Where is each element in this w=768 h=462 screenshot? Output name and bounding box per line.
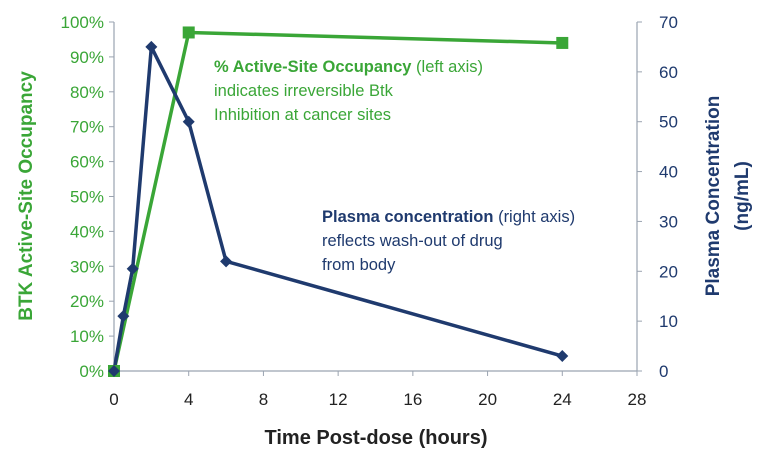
y-tick-label: 0% xyxy=(79,362,104,381)
plasma-point xyxy=(182,115,195,128)
y-tick-label: 60% xyxy=(70,153,104,172)
y-tick-label: 50% xyxy=(70,188,104,207)
plasma-annotation-line2: reflects wash-out of drug xyxy=(322,232,503,250)
occupancy-point xyxy=(182,26,195,39)
y-tick-label: 10% xyxy=(70,327,104,346)
y-tick-label: 30% xyxy=(70,257,104,276)
x-tick-label: 24 xyxy=(553,390,572,409)
occupancy-annotation-rest: (left axis) xyxy=(411,58,483,76)
plasma-annotation-line3: from body xyxy=(322,256,396,274)
y2-tick-label: 70 xyxy=(659,13,678,32)
x-tick-label: 8 xyxy=(259,390,268,409)
chart-markers xyxy=(108,26,569,377)
x-tick-label: 20 xyxy=(478,390,497,409)
plasma-point xyxy=(556,350,569,363)
plasma-annotation-bold: Plasma concentration xyxy=(322,208,494,226)
chart-ticks: 0% 10% 20% 30% 40% 50% 60% 70% 80% 90% 100% 0 10 20 30… xyxy=(61,13,678,409)
plasma-point xyxy=(117,310,130,323)
y2-tick-label: 0 xyxy=(659,362,668,381)
y2-tick-label: 40 xyxy=(659,163,678,182)
y-tick-label: 90% xyxy=(70,48,104,67)
y-tick-label: 70% xyxy=(70,118,104,137)
y2-axis-title-line2: (ng/mL) xyxy=(732,161,753,231)
x-tick-label: 0 xyxy=(109,390,118,409)
x-tick-label: 28 xyxy=(628,390,647,409)
occupancy-annotation-line3: Inhibition at cancer sites xyxy=(214,106,392,124)
y2-tick-label: 10 xyxy=(659,312,678,331)
y2-tick-label: 20 xyxy=(659,262,678,281)
plasma-point xyxy=(145,40,158,53)
plasma-point xyxy=(126,262,139,275)
y-axis-title: BTK Active-Site Occupancy xyxy=(16,71,37,321)
y2-tick-label: 50 xyxy=(659,113,678,132)
y2-tick-label: 60 xyxy=(659,63,678,82)
plasma-point xyxy=(220,255,233,268)
plasma-annotation: Plasma concentration (right axis) reflec… xyxy=(322,205,642,277)
y-tick-label: 100% xyxy=(61,13,104,32)
x-tick-label: 16 xyxy=(403,390,422,409)
y2-axis-title-line1: Plasma Concentration xyxy=(703,96,724,297)
x-tick-label: 12 xyxy=(329,390,348,409)
x-tick-label: 4 xyxy=(184,390,193,409)
x-axis-title: Time Post-dose (hours) xyxy=(265,427,488,449)
y-tick-label: 20% xyxy=(70,292,104,311)
y-tick-label: 80% xyxy=(70,83,104,102)
occupancy-point xyxy=(556,36,569,49)
occupancy-annotation-line2: indicates irreversible Btk xyxy=(214,82,393,100)
occupancy-annotation: % Active-Site Occupancy (left axis) indi… xyxy=(214,55,554,127)
plasma-point xyxy=(108,365,120,377)
plasma-annotation-rest: (right axis) xyxy=(493,208,576,226)
y-tick-label: 40% xyxy=(70,222,104,241)
y2-tick-label: 30 xyxy=(659,212,678,231)
occupancy-annotation-bold: % Active-Site Occupancy xyxy=(214,58,412,76)
